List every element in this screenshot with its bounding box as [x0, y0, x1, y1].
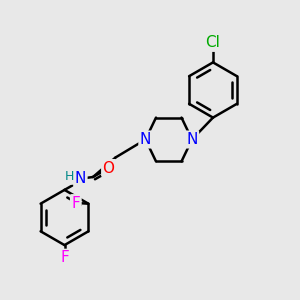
- Text: F: F: [71, 196, 80, 211]
- Text: O: O: [103, 160, 115, 175]
- Text: Cl: Cl: [206, 35, 220, 50]
- Text: N: N: [186, 132, 198, 147]
- Text: H: H: [65, 170, 75, 184]
- Text: N: N: [140, 132, 151, 147]
- Text: F: F: [60, 250, 69, 265]
- Text: N: N: [75, 171, 86, 186]
